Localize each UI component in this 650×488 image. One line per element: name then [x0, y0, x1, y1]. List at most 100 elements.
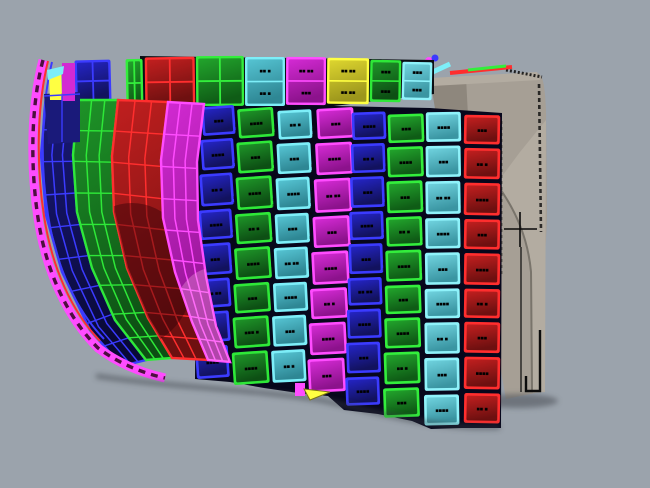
hull-plate[interactable]: ▪▪▪▪	[311, 250, 350, 285]
hull-plate[interactable]: ▪▪▪▪	[308, 321, 348, 356]
hull-plate[interactable]: ▪▪▪▪	[234, 246, 272, 281]
hull-plate[interactable]: ▪▪ ▪	[383, 351, 421, 385]
hull-plate[interactable]: ▪▪▪	[197, 242, 233, 276]
hull-plate[interactable]: ▪▪▪▪	[345, 376, 381, 406]
hull-plate[interactable]: ▪▪▪▪	[384, 317, 422, 349]
sheer-plate[interactable]	[74, 59, 112, 103]
hull-plate[interactable]: ▪▪▪	[307, 357, 346, 393]
hull-plate[interactable]: ▪▪▪	[272, 314, 308, 347]
magenta-strip[interactable]	[62, 63, 75, 101]
hull-plate[interactable]: ▪▪▪▪	[275, 176, 311, 211]
hull-plate[interactable]: ▪▪▪▪	[423, 394, 460, 426]
hull-plate[interactable]: ▪▪▪	[386, 180, 424, 214]
hull-plate[interactable]: ▪▪ ▪	[271, 349, 307, 383]
hull-plate[interactable]: ▪▪▪	[236, 140, 275, 174]
plate-label: ▪▪ ▪▪	[341, 90, 356, 96]
hull-plate[interactable]: ▪▪ ▪▪	[273, 246, 310, 280]
sheer-plate[interactable]	[195, 55, 245, 107]
hull-plate[interactable]: ▪▪▪	[274, 212, 311, 244]
plate-label: ▪▪▪	[327, 230, 338, 237]
hull-plate[interactable]: ▪▪▪▪	[425, 111, 462, 142]
deck-edge-strip-green	[467, 64, 507, 72]
sheer-plate[interactable]	[125, 58, 144, 108]
plate-label: ▪▪▪	[331, 121, 342, 128]
hull-plate[interactable]: ▪▪▪▪	[463, 182, 501, 216]
hull-plate[interactable]: ▪▪▪	[346, 341, 381, 374]
plate-label: ▪▪▪	[210, 257, 221, 264]
plate-face	[387, 287, 419, 312]
hull-plate[interactable]: ▪▪▪▪	[198, 208, 234, 241]
hull-plate[interactable]: ▪▪▪▪	[424, 288, 461, 319]
hull-plate[interactable]: ▪▪▪▪	[315, 141, 354, 176]
sheer-plate[interactable]	[144, 56, 196, 108]
hull-plate[interactable]: ▪▪ ▪	[234, 211, 273, 245]
hull-plate[interactable]: ▪▪▪	[350, 176, 385, 208]
plate-face	[276, 249, 307, 277]
hull-plate[interactable]: ▪▪▪▪	[425, 217, 461, 249]
hull-plate[interactable]: ▪▪▪	[384, 284, 422, 315]
hull-plate[interactable]: ▪▪ ▪	[463, 147, 501, 180]
seam-annotation-marks	[382, 117, 389, 273]
hull-plate[interactable]: ▪▪▪▪	[463, 253, 501, 286]
hull-plate[interactable]: ▪▪ ▪	[350, 143, 386, 174]
hull-plate[interactable]: ▪▪▪	[463, 321, 501, 354]
hull-plate[interactable]: ▪▪▪	[383, 387, 420, 418]
hull-plate[interactable]: ▪▪ ▪	[463, 392, 501, 424]
plate-face	[236, 248, 270, 278]
hull-plate[interactable]: ▪▪▪▪	[272, 281, 309, 313]
hull-plate[interactable]: ▪▪ ▪	[424, 322, 460, 354]
keel-plate-yellow[interactable]	[303, 388, 331, 401]
hull-plate[interactable]: ▪▪▪▪	[385, 249, 423, 282]
strake-red[interactable]	[70, 98, 210, 362]
crosshair-marker[interactable]	[504, 212, 537, 247]
plate-face	[426, 360, 458, 389]
cyan-sliver[interactable]	[47, 66, 64, 80]
plate-label: ▪▪ ▪	[476, 406, 488, 412]
hull-plate[interactable]: ▪▪ ▪▪	[347, 277, 383, 306]
hull-plate[interactable]: ▪▪ ▪	[277, 109, 313, 140]
hull-plate[interactable]: ▪▪▪▪	[346, 308, 382, 339]
hull-plate[interactable]: ▪▪▪▪	[200, 137, 236, 171]
hull-plate[interactable]: ▪▪▪	[276, 142, 312, 175]
plate-column-col-6-green: ▪▪▪▪▪▪▪▪▪▪▪▪ ▪▪▪▪▪▪▪▪▪▪▪▪▪▪ ▪▪▪▪	[383, 113, 427, 418]
hull-plate[interactable]: ▪▪ ▪	[463, 288, 501, 319]
hull-plate[interactable]: ▪▪▪	[463, 219, 501, 250]
hull-plate[interactable]: ▪▪▪	[316, 107, 355, 140]
hull-plate[interactable]: ▪▪▪▪	[387, 146, 424, 178]
hull-plate[interactable]: ▪▪▪▪	[235, 175, 274, 211]
hull-plate[interactable]: ▪▪▪▪	[237, 106, 275, 139]
sheer-plate[interactable]: ▪▪ ▪▪ ▪▪ ▪▪	[326, 57, 370, 105]
yellow-patch[interactable]	[49, 72, 62, 100]
hull-plate[interactable]: ▪▪ ▪	[385, 216, 423, 247]
hull-plate[interactable]: ▪▪▪	[312, 215, 351, 249]
hull-plate[interactable]: ▪▪▪ ▪	[232, 315, 271, 349]
hull-plate[interactable]: ▪▪▪▪	[351, 111, 387, 141]
plate-label: ▪▪▪	[322, 373, 333, 380]
sheer-plate[interactable]: ▪▪▪ ▪▪▪	[401, 61, 433, 101]
plate-label: ▪▪▪	[289, 156, 300, 163]
plate-face	[466, 185, 498, 213]
hull-plate[interactable]: ▪▪▪▪	[463, 356, 501, 390]
hull-plate[interactable]: ▪▪▪	[424, 357, 460, 391]
hull-plate[interactable]: ▪▪▪	[387, 113, 425, 144]
hull-plate[interactable]: ▪▪▪▪	[231, 350, 270, 386]
sheer-plate[interactable]: ▪▪ ▪ ▪▪ ▪	[244, 56, 286, 107]
hull-plate[interactable]: ▪▪ ▪	[310, 287, 349, 320]
sheer-plate[interactable]: ▪▪ ▪▪ ▪▪▪	[285, 56, 327, 106]
hull-plate[interactable]: ▪▪▪	[201, 105, 236, 136]
plate-column-col-4-magenta: ▪▪▪▪▪▪▪▪▪ ▪▪▪▪▪▪▪▪▪▪▪ ▪▪▪▪▪▪▪▪	[307, 107, 357, 393]
hull-plate[interactable]: ▪▪▪	[424, 252, 461, 285]
plate-label: ▪▪▪	[381, 69, 392, 75]
hull-plate[interactable]: ▪▪▪▪	[349, 210, 385, 241]
hull-plate[interactable]: ▪▪▪	[348, 243, 384, 275]
hull-plate[interactable]: ▪▪ ▪▪	[425, 180, 461, 215]
hull-plate[interactable]: ▪▪▪	[425, 145, 462, 178]
sheer-plate[interactable]: ▪▪▪ ▪▪▪	[369, 59, 402, 103]
hull-plate[interactable]: ▪▪▪	[463, 114, 501, 145]
hull-plate[interactable]: ▪▪ ▪	[199, 172, 235, 207]
plate-label: ▪▪▪▪	[244, 365, 258, 372]
hull-plate[interactable]: ▪▪ ▪▪	[313, 177, 353, 213]
keel-plate-magenta[interactable]	[295, 383, 305, 396]
hull-plate[interactable]: ▪▪▪	[233, 281, 272, 314]
